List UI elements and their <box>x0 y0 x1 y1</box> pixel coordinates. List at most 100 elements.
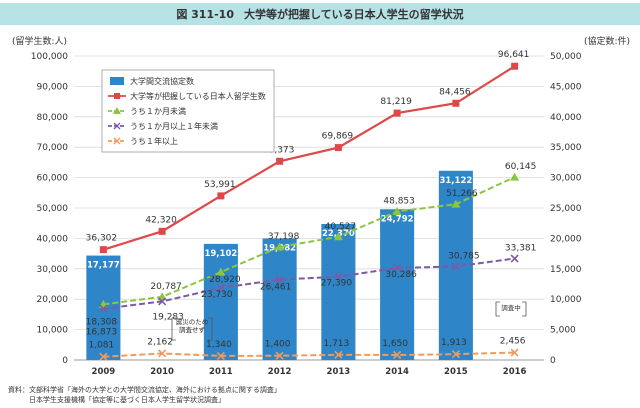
series-marker <box>393 350 402 360</box>
right-axis-tick-label: 0 <box>550 356 556 366</box>
series-value-label: 48,853 <box>383 196 415 206</box>
legend-marker <box>113 122 121 130</box>
series-marker <box>216 267 226 276</box>
right-axis-unit: (協定数:件) <box>583 37 630 47</box>
series-marker <box>451 199 461 208</box>
left-axis-unit: (留学生数:人) <box>12 37 68 47</box>
bar-value-label: 17,177 <box>87 261 120 271</box>
survey-in-progress-note: 調査中 <box>496 304 526 312</box>
series-line <box>103 176 516 306</box>
disaster-note-bracket-right <box>208 317 213 341</box>
left-axis-tick-label: 0 <box>62 356 68 366</box>
bar-value-label: 19,102 <box>204 249 237 259</box>
series-line <box>103 257 515 310</box>
series-marker <box>393 263 402 272</box>
x-axis-tick-label: 2016 <box>503 367 527 377</box>
disaster-note-line-1: 震災のため <box>175 318 209 326</box>
right-axis-tick-label: 40,000 <box>550 113 582 123</box>
legend-entry-label: 大学間交流協定数 <box>130 76 194 86</box>
legend-bar-swatch <box>110 77 124 85</box>
chart-title-bar: 図 311-10 大学等が把握している日本人学生の留学状況 <box>0 3 640 25</box>
series-marker <box>216 351 225 360</box>
series-marker <box>275 275 284 284</box>
series-marker <box>510 348 519 357</box>
series-value-label: 1,081 <box>88 341 114 351</box>
series-marker <box>511 62 519 70</box>
series-marker <box>392 206 402 215</box>
left-axis-tick-label: 20,000 <box>37 295 69 305</box>
series-marker <box>158 349 167 358</box>
bar-value-label: 24,792 <box>381 214 414 224</box>
legend-entry-label: うち１か月以上１年未満 <box>130 121 218 131</box>
series-value-label: 36,302 <box>86 234 118 244</box>
series-marker <box>158 227 166 235</box>
bar <box>321 223 356 360</box>
legend-marker <box>113 107 121 114</box>
left-axis-tick-label: 80,000 <box>37 113 69 123</box>
series-marker <box>451 262 460 271</box>
series-value-label: 1,713 <box>323 339 349 349</box>
figure-number: 図 311-10 <box>176 8 234 21</box>
legend-marker <box>113 137 121 145</box>
right-axis-tick-label: 10,000 <box>550 295 582 305</box>
series-value-label: 40,527 <box>325 222 357 232</box>
left-axis-tick-label: 60,000 <box>37 174 69 184</box>
bar-value-label: 31,122 <box>439 176 472 186</box>
x-axis-tick-label: 2015 <box>444 367 468 377</box>
series-value-label: 26,461 <box>260 283 292 293</box>
x-axis-tick-label: 2012 <box>268 367 292 377</box>
x-axis-tick-label: 2011 <box>209 367 233 377</box>
series-marker <box>217 192 225 200</box>
series-value-label: 30,286 <box>385 270 417 280</box>
right-axis-tick-label: 20,000 <box>550 234 582 244</box>
right-axis-tick-label: 5,000 <box>550 326 576 336</box>
left-axis-tick-label: 40,000 <box>37 234 69 244</box>
series-value-label: 18,308 <box>86 317 118 327</box>
left-axis-tick-label: 100,000 <box>31 52 68 62</box>
series-value-label: 20,787 <box>150 282 182 292</box>
right-axis-tick-label: 50,000 <box>550 52 582 62</box>
series-value-label: 81,219 <box>380 97 412 107</box>
series-value-label: 2,456 <box>500 337 526 347</box>
series-value-label: 65,373 <box>263 145 295 155</box>
series-marker <box>393 109 401 117</box>
disaster-note-bracket-left <box>171 317 176 341</box>
survey-note-bracket-right <box>522 301 527 317</box>
x-axis-tick-label: 2014 <box>385 367 409 377</box>
legend-box <box>101 69 275 153</box>
legend-entry-label: うち１か月未満 <box>130 106 186 116</box>
series-marker <box>333 232 343 241</box>
bar <box>203 243 238 360</box>
bar <box>262 238 297 360</box>
series-marker <box>452 99 460 107</box>
series-marker <box>158 297 167 306</box>
series-value-label: 33,381 <box>505 244 537 254</box>
series-value-label: 1,400 <box>265 340 291 350</box>
disaster-note: 震災のため 調査せず <box>170 318 214 334</box>
series-marker <box>334 272 343 281</box>
series-value-label: 69,869 <box>322 132 354 142</box>
series-marker <box>99 352 108 361</box>
series-marker <box>510 172 520 181</box>
series-marker <box>510 254 519 263</box>
left-axis-tick-label: 30,000 <box>37 265 69 275</box>
series-marker <box>216 283 225 292</box>
right-axis-tick-label: 30,000 <box>550 174 582 184</box>
legend-entry-label: 大学等が把握している日本人留学生数 <box>130 91 266 101</box>
right-axis-tick-label: 45,000 <box>550 82 582 92</box>
series-value-label: 37,198 <box>268 232 300 242</box>
source-line-2: 日本学生支援機構「協定等に基づく日本人学生留学状況調査」 <box>8 396 225 404</box>
series-marker <box>334 350 343 359</box>
series-line <box>103 351 515 358</box>
series-value-label: 96,641 <box>498 50 530 60</box>
series-line <box>103 65 516 251</box>
series-value-label: 1,650 <box>382 339 408 349</box>
legend-marker <box>114 93 120 99</box>
survey-in-progress-text: 調査中 <box>501 304 521 312</box>
bar <box>380 209 415 360</box>
series-marker <box>99 304 108 313</box>
series-value-label: 53,991 <box>204 180 236 190</box>
series-value-label: 16,873 <box>86 328 118 338</box>
right-axis-tick-label: 35,000 <box>550 143 582 153</box>
